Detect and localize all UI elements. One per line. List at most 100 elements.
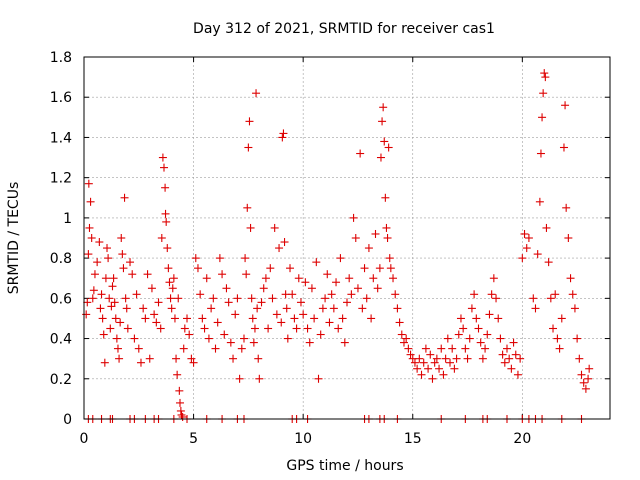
data-point — [173, 370, 182, 379]
data-point — [541, 73, 550, 82]
data-point — [478, 354, 487, 363]
data-point — [211, 344, 220, 353]
data-point — [351, 234, 360, 242]
data-point — [448, 344, 457, 353]
data-point — [347, 290, 356, 299]
data-point — [318, 304, 327, 313]
data-point — [559, 143, 568, 152]
data-point — [539, 89, 548, 98]
data-point — [255, 374, 264, 383]
data-point — [277, 318, 286, 327]
data-point — [461, 344, 470, 353]
data-point — [141, 314, 150, 323]
data-point — [101, 274, 110, 283]
data-point — [356, 149, 365, 158]
data-point — [465, 334, 474, 343]
data-point — [476, 338, 485, 347]
data-point — [535, 197, 544, 206]
data-point — [158, 153, 167, 162]
data-point — [85, 223, 94, 232]
data-point — [544, 258, 553, 267]
data-point — [213, 318, 222, 327]
data-point — [278, 133, 287, 142]
data-point — [415, 354, 424, 363]
data-point — [136, 358, 145, 367]
data-point — [115, 354, 124, 363]
data-point — [279, 129, 288, 138]
y-tick-label: 0.8 — [50, 251, 72, 267]
data-point — [249, 338, 258, 347]
data-point — [555, 344, 564, 353]
data-point — [489, 274, 498, 283]
data-point — [170, 314, 179, 323]
data-point — [288, 290, 297, 299]
data-point — [467, 304, 476, 313]
data-point — [226, 338, 235, 347]
data-point — [404, 344, 413, 353]
data-point — [481, 344, 490, 353]
data-point — [107, 302, 116, 311]
data-point — [237, 344, 246, 353]
data-point — [375, 264, 384, 273]
data-point — [509, 338, 518, 347]
data-point — [128, 270, 137, 279]
x-tick-label: 5 — [189, 431, 198, 447]
data-point — [301, 278, 310, 287]
data-point — [110, 298, 119, 307]
data-point — [393, 304, 402, 313]
data-point — [389, 274, 398, 283]
data-point — [174, 294, 183, 303]
data-point — [89, 286, 98, 295]
data-point — [542, 223, 551, 232]
data-point — [358, 304, 367, 313]
data-point — [336, 254, 345, 263]
data-point — [93, 258, 102, 267]
data-point — [82, 310, 91, 319]
data-point — [505, 354, 514, 363]
data-point — [296, 298, 305, 307]
data-point — [349, 213, 358, 222]
data-point — [421, 344, 430, 353]
data-point — [235, 374, 244, 383]
data-point — [325, 318, 334, 327]
data-point — [152, 318, 161, 327]
data-point — [551, 290, 560, 299]
data-point — [362, 294, 371, 303]
y-tick-label: 0.4 — [50, 332, 72, 348]
data-point — [161, 209, 170, 218]
data-point — [241, 254, 250, 263]
data-point — [84, 250, 93, 259]
data-point — [87, 234, 96, 242]
data-point — [397, 330, 406, 339]
y-tick-label: 0.6 — [50, 291, 72, 307]
data-point — [424, 364, 433, 373]
data-point — [224, 298, 233, 307]
data-point — [520, 229, 529, 238]
data-point — [242, 270, 251, 279]
data-point — [524, 234, 533, 242]
data-point — [95, 238, 104, 247]
data-point — [123, 324, 132, 333]
y-tick-label: 1.6 — [50, 90, 72, 106]
data-point — [282, 304, 291, 313]
data-point — [450, 364, 459, 373]
data-point — [292, 324, 301, 333]
data-point — [159, 163, 168, 172]
data-point — [513, 370, 522, 379]
data-point — [139, 304, 148, 313]
data-point — [561, 101, 570, 110]
data-point — [97, 290, 106, 299]
data-point — [553, 334, 562, 343]
data-point — [584, 374, 593, 383]
data-point — [98, 314, 107, 323]
data-point — [272, 310, 281, 319]
data-point — [378, 117, 387, 126]
data-point — [566, 274, 575, 283]
data-point — [483, 330, 492, 339]
data-point — [494, 314, 503, 323]
data-point — [329, 304, 338, 313]
data-point — [312, 258, 321, 267]
y-tick-label: 1.2 — [50, 171, 72, 187]
data-point — [573, 334, 582, 343]
data-point — [516, 354, 525, 363]
